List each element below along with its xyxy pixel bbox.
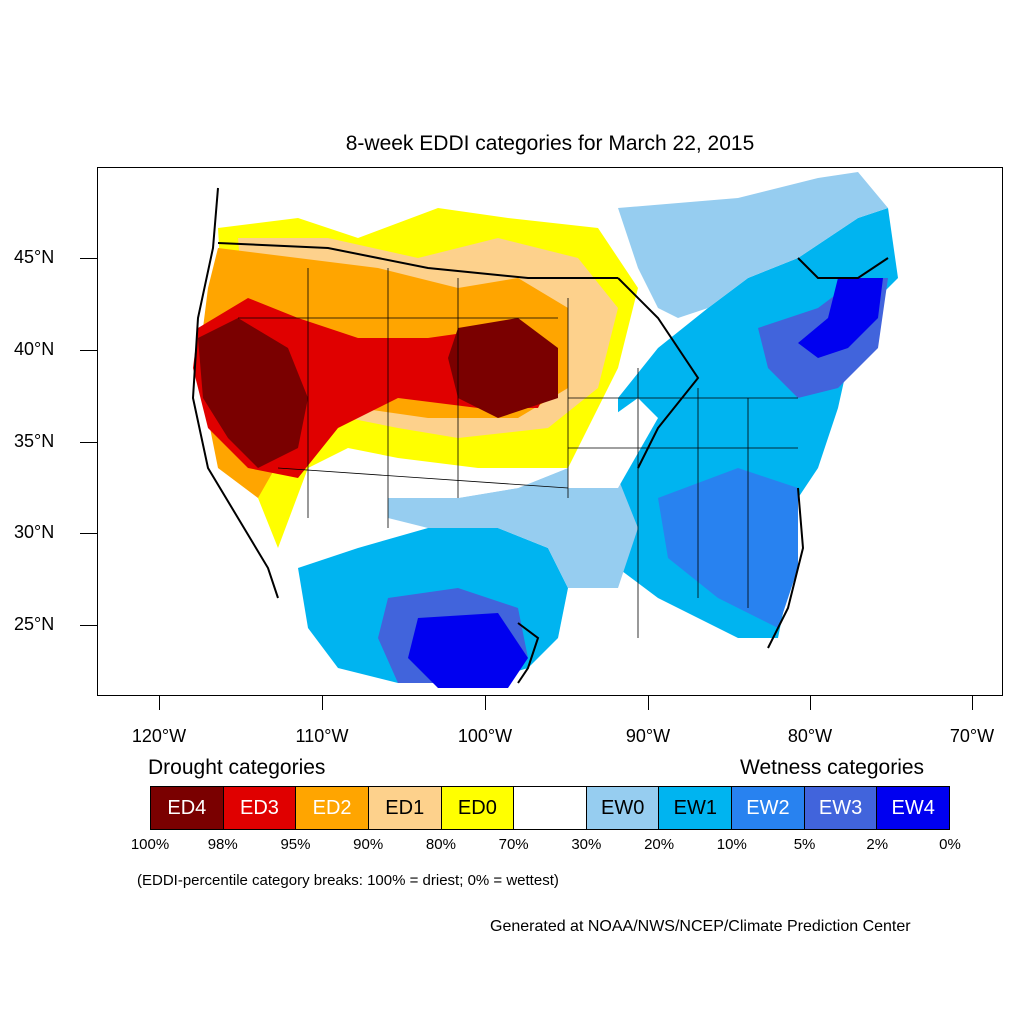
lat-tick: [80, 258, 97, 259]
lon-label: 70°W: [949, 726, 995, 746]
break-label: 95%: [280, 836, 311, 853]
lon-label: 90°W: [625, 726, 671, 746]
region-normal-central: [308, 458, 568, 508]
lon-tick: [322, 696, 323, 710]
legend-cell-ew4: EW4: [877, 787, 950, 829]
break-label: 80%: [425, 836, 456, 853]
lon-label: 120°W: [131, 726, 187, 746]
break-label: 90%: [353, 836, 384, 853]
lat-label: 30°N: [14, 522, 55, 542]
legend-cell-ed4: ED4: [151, 787, 224, 829]
region-ew2-southeast: [658, 468, 798, 628]
break-label: 2%: [866, 836, 889, 853]
legend-cell-ed1: ED1: [368, 787, 442, 829]
lat-label: 45°N: [14, 247, 55, 267]
region-ew0-northeast: [618, 172, 888, 318]
lon-label: 100°W: [457, 726, 513, 746]
legend-bar: ED4 ED3 ED2 ED1 ED0 EW0 EW1 EW2 EW3 EW4: [150, 786, 950, 830]
legend-cell-ew3: EW3: [804, 787, 878, 829]
lat-tick: [80, 442, 97, 443]
legend-cell-ed2: ED2: [296, 787, 369, 829]
lon-tick: [972, 696, 973, 710]
wetness-heading: Wetness categories: [740, 756, 925, 779]
break-label: 100%: [130, 836, 170, 853]
category-regions: [193, 172, 898, 688]
legend-cell-ed0: ED0: [441, 787, 515, 829]
state-borders: [238, 268, 798, 638]
lat-label: 40°N: [14, 339, 55, 359]
lon-tick: [485, 696, 486, 710]
map-title: 8-week EDDI categories for March 22, 201…: [345, 132, 755, 155]
eddi-map: [97, 167, 1003, 696]
credit-text: Generated at NOAA/NWS/NCEP/Climate Predi…: [490, 918, 911, 935]
break-label: 98%: [207, 836, 238, 853]
break-label: 20%: [644, 836, 675, 853]
region-ew4-northeast: [798, 278, 883, 358]
lat-label: 25°N: [14, 614, 55, 634]
lon-tick: [810, 696, 811, 710]
legend-cell-ew0: EW0: [586, 787, 660, 829]
map-canvas: [191, 172, 898, 688]
break-label: 70%: [498, 836, 529, 853]
break-label: 5%: [793, 836, 816, 853]
lat-tick: [80, 350, 97, 351]
lon-tick: [159, 696, 160, 710]
lat-tick: [80, 625, 97, 626]
lon-label: 80°W: [787, 726, 833, 746]
region-ed4-greatbasin: [198, 318, 308, 468]
lat-label: 35°N: [14, 431, 55, 451]
region-ew4-texas: [408, 613, 528, 688]
break-label: 0%: [939, 836, 961, 853]
legend-cell-ed3: ED3: [223, 787, 297, 829]
lon-tick: [648, 696, 649, 710]
legend-cell-ew2: EW2: [732, 787, 805, 829]
lat-tick: [80, 533, 97, 534]
legend-cell-normal: [514, 787, 587, 829]
coastline-outlines: [191, 187, 889, 684]
breaks-note: (EDDI-percentile category breaks: 100% =…: [137, 872, 559, 889]
lon-label: 110°W: [295, 726, 349, 746]
legend-cell-ew1: EW1: [659, 787, 733, 829]
region-ed4-plains: [448, 318, 558, 418]
region-normal-midwest: [568, 398, 658, 488]
break-label: 30%: [571, 836, 602, 853]
drought-heading: Drought categories: [148, 756, 326, 779]
break-label: 10%: [716, 836, 747, 853]
